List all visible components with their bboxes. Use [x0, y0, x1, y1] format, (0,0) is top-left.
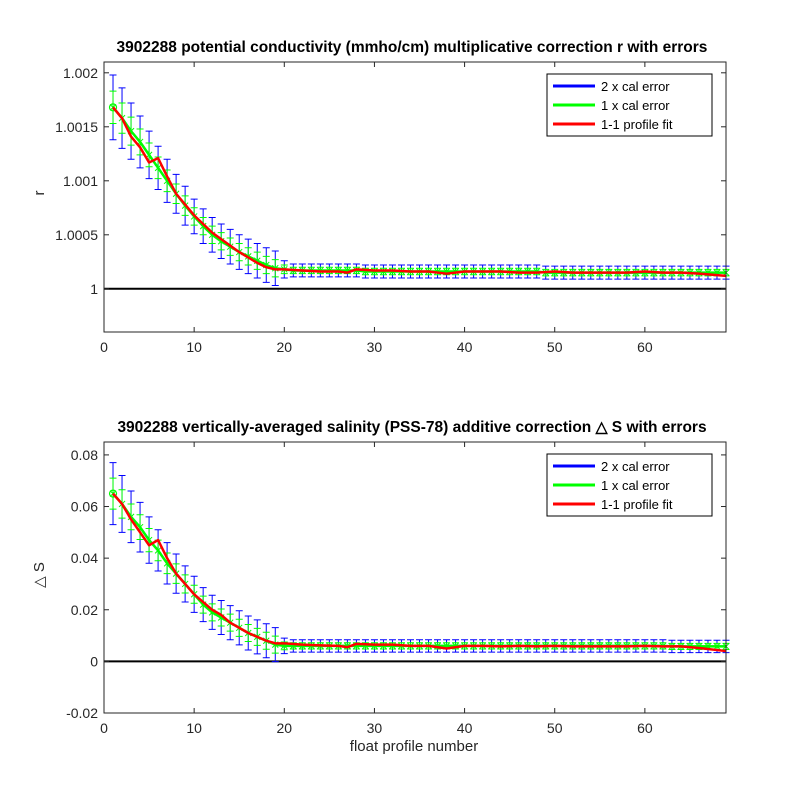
bottom-x-tick-label: 0: [100, 720, 108, 736]
top-series-profile-fit: [112, 106, 727, 278]
top-y-tick-label: 1.0005: [55, 227, 98, 243]
bottom-first-point-marker: [108, 489, 118, 498]
top-legend-label-1x: 1 x cal error: [601, 98, 670, 113]
top-marker-1x: [154, 164, 162, 172]
top-chart-title: 3902288 potential conductivity (mmho/cm)…: [117, 39, 708, 56]
bottom-y-tick-label: 0: [90, 653, 98, 669]
top-chart-legend: 2 x cal error 1 x cal error 1-1 profile …: [546, 73, 713, 137]
bottom-series-1x-cal-error: [112, 492, 726, 648]
top-legend-label-2x: 2 x cal error: [601, 79, 670, 94]
bottom-chart-x-axis-label: float profile number: [350, 738, 478, 755]
top-x-tick-label: 30: [367, 339, 383, 355]
bottom-legend-label-1x: 1 x cal error: [601, 478, 670, 493]
top-x-tick-label: 50: [547, 339, 563, 355]
bottom-marker-1x: [713, 643, 721, 650]
bottom-legend-label-2x: 2 x cal error: [601, 459, 670, 474]
top-x-tick-label: 20: [277, 339, 293, 355]
bottom-legend-label-fit: 1-1 profile fit: [601, 497, 673, 512]
bottom-x-tick-label: 30: [367, 720, 383, 736]
bottom-axes-box: [103, 441, 727, 714]
top-marker-1x: [199, 222, 207, 230]
bottom-y-tick-label: 0.02: [71, 602, 98, 618]
bottom-y-tick-label: 0.06: [71, 499, 98, 515]
bottom-series-profile-fit: [112, 492, 727, 653]
bottom-chart-panel: 3902288 vertically-averaged salinity (PS…: [31, 419, 730, 755]
bottom-y-tick-label: 0.08: [71, 447, 98, 463]
top-y-tick-label: 1.0015: [55, 119, 98, 135]
top-x-tick-label: 10: [186, 339, 202, 355]
top-y-tick-label: 1.001: [63, 173, 98, 189]
top-x-tick-label: 60: [637, 339, 653, 355]
bottom-y-tick-label: -0.02: [66, 705, 98, 721]
bottom-x-tick-label: 20: [277, 720, 293, 736]
top-chart-plot-area: 0 10 20 30 40 50 60 1 1.0005 1.001 1.0015 1.002: [55, 61, 730, 355]
top-x-tick-label: 0: [100, 339, 108, 355]
bottom-marker-1x: [154, 547, 162, 554]
bottom-chart-y-axis-label: △ S: [31, 562, 48, 588]
bottom-chart-legend: 2 x cal error 1 x cal error 1-1 profile …: [546, 453, 713, 517]
bottom-x-tick-label: 50: [547, 720, 563, 736]
top-y-tick-label: 1.002: [63, 65, 98, 81]
bottom-x-tick-label: 40: [457, 720, 473, 736]
top-y-tick-label: 1: [90, 281, 98, 297]
top-axes-box: [103, 61, 727, 333]
bottom-x-tick-label: 10: [186, 720, 202, 736]
bottom-chart-title: 3902288 vertically-averaged salinity (PS…: [117, 419, 706, 436]
top-chart-y-axis-label: r: [31, 191, 48, 196]
top-x-tick-label: 40: [457, 339, 473, 355]
bottom-y-tick-label: 0.04: [71, 550, 98, 566]
bottom-x-tick-label: 60: [637, 720, 653, 736]
top-first-point-marker: [108, 103, 118, 112]
bottom-series-2x-cal-error: [112, 492, 726, 648]
top-chart-panel: 3902288 potential conductivity (mmho/cm)…: [31, 39, 730, 355]
top-legend-label-fit: 1-1 profile fit: [601, 117, 673, 132]
